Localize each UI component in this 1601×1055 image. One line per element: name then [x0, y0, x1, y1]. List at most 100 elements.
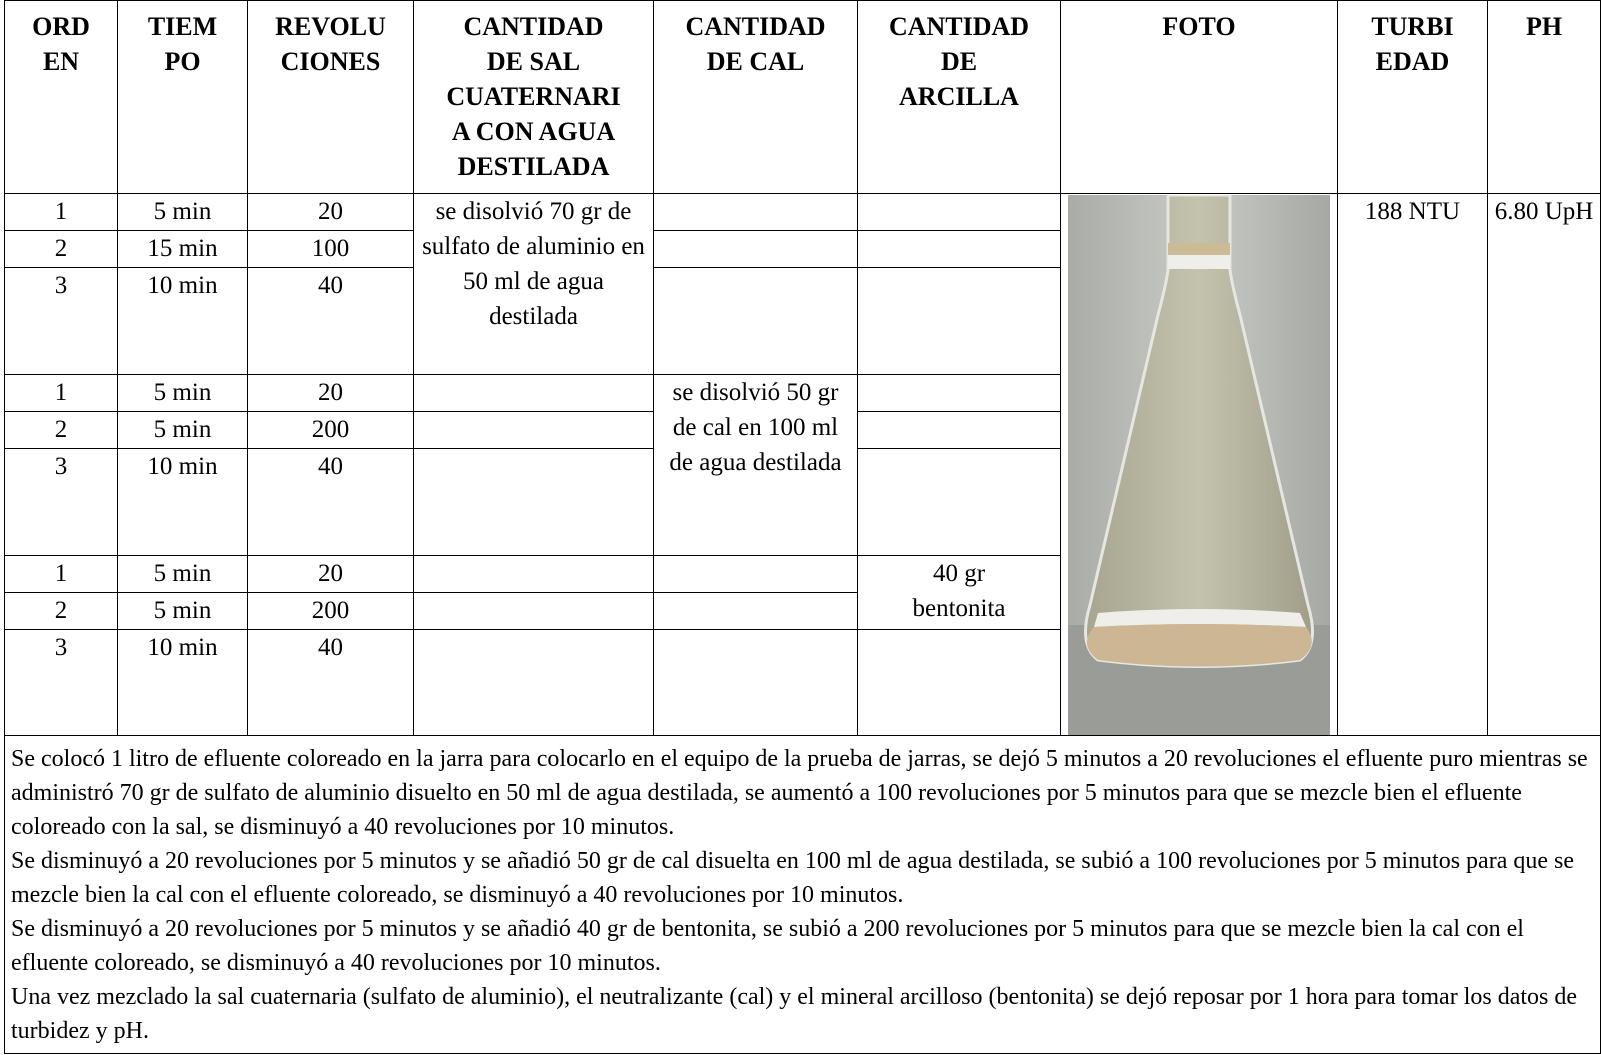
- cell: 2: [4, 592, 118, 630]
- cell: 40 gr bentonita: [857, 555, 1061, 630]
- cell: 40: [247, 629, 414, 736]
- cell: [653, 230, 858, 268]
- note-paragraph: Se disminuyó a 20 revoluciones por 5 min…: [11, 916, 1524, 976]
- cell: 3: [4, 267, 118, 375]
- cell: 3: [4, 448, 118, 556]
- header-cell: TURBI EDAD: [1337, 0, 1488, 194]
- header-cell: CANTIDAD DE ARCILLA: [857, 0, 1061, 194]
- cell: 2: [4, 230, 118, 268]
- header-line: ARCILLA: [899, 82, 1019, 111]
- header-line: EDAD: [1375, 47, 1450, 76]
- notes-row: Se colocó 1 litro de efluente coloreado …: [4, 735, 1601, 1054]
- header-row: ORD EN TIEM PO REVOLU CIONES CANTIDAD DE SAL CUA…: [4, 0, 1601, 194]
- cell: 5 min: [117, 374, 248, 412]
- row: 2 15 min 100: [4, 230, 1601, 268]
- cell: [413, 555, 654, 593]
- header-line: DE: [940, 47, 978, 76]
- header-line: TIEM: [147, 12, 218, 41]
- header-line: CANTIDAD: [888, 12, 1030, 41]
- header-line: TURBI: [1371, 12, 1454, 41]
- cell: 5 min: [117, 592, 248, 630]
- header-line: CANTIDAD: [685, 12, 826, 41]
- note-paragraph: Una vez mezclado la sal cuaternaria (sul…: [11, 984, 1578, 1044]
- cell: 20: [247, 193, 414, 231]
- cell: 200: [247, 411, 414, 449]
- cell: 200: [247, 592, 414, 630]
- cell: 40: [247, 448, 414, 556]
- header-line: EN: [42, 47, 80, 76]
- cell: 1: [4, 374, 118, 412]
- cell: [857, 448, 1061, 556]
- cell: 6.80 UpH: [1487, 193, 1601, 736]
- cell: 2: [4, 411, 118, 449]
- notes-cell: Se colocó 1 litro de efluente coloreado …: [4, 735, 1601, 1054]
- photo-cell: [1060, 193, 1338, 736]
- cell: 10 min: [117, 448, 248, 556]
- cell: [653, 555, 858, 593]
- row: 3 10 min 40: [4, 629, 1601, 736]
- cell: se disolvió 70 gr de sulfato de aluminio…: [413, 193, 654, 375]
- cell: [857, 411, 1061, 449]
- header-cell: REVOLU CIONES: [247, 0, 414, 194]
- jar-test-table: ORD EN TIEM PO REVOLU CIONES CANTIDAD DE SAL CUA…: [4, 0, 1601, 1054]
- cell: 5 min: [117, 411, 248, 449]
- cell: 3: [4, 629, 118, 736]
- cell: [653, 193, 858, 231]
- cell: [413, 592, 654, 630]
- cell: [653, 267, 858, 375]
- cell: [653, 592, 858, 630]
- cell: 40: [247, 267, 414, 375]
- cell: [857, 629, 1061, 736]
- header-line: A CON AGUA: [451, 117, 616, 146]
- cell: [413, 629, 654, 736]
- header-line: FOTO: [1162, 12, 1236, 41]
- cell: [857, 193, 1061, 231]
- cell: 10 min: [117, 267, 248, 375]
- cell: [857, 230, 1061, 268]
- header-line: DESTILADA: [457, 152, 610, 181]
- header-cell: PH: [1487, 0, 1601, 194]
- note-paragraph: Se colocó 1 litro de efluente coloreado …: [11, 746, 1588, 840]
- cell: 1: [4, 193, 118, 231]
- header-cell: ORD EN: [4, 0, 118, 194]
- header-line: PO: [164, 47, 201, 76]
- note-paragraph: Se disminuyó a 20 revoluciones por 5 min…: [11, 848, 1574, 908]
- cell: 10 min: [117, 629, 248, 736]
- header-cell: FOTO: [1060, 0, 1338, 194]
- cell: 20: [247, 374, 414, 412]
- header-cell: CANTIDAD DE SAL CUATERNARI A CON AGUA DESTIL…: [413, 0, 654, 194]
- cell: [413, 448, 654, 556]
- cell: 100: [247, 230, 414, 268]
- cell: [413, 411, 654, 449]
- cell: 1: [4, 555, 118, 593]
- header-line: DE CAL: [706, 47, 805, 76]
- cell: [857, 374, 1061, 412]
- header-line: CANTIDAD: [463, 12, 604, 41]
- flask-photo: [1068, 194, 1330, 735]
- header-line: CIONES: [280, 47, 381, 76]
- header-line: DE SAL: [486, 47, 581, 76]
- row: 3 10 min 40: [4, 267, 1601, 375]
- row: 3 10 min 40: [4, 448, 1601, 556]
- header-line: PH: [1525, 12, 1563, 41]
- cell: [413, 374, 654, 412]
- cell: [653, 629, 858, 736]
- cell: 5 min: [117, 193, 248, 231]
- header-line: CUATERNARI: [446, 82, 621, 111]
- header-cell: TIEM PO: [117, 0, 248, 194]
- cell: [857, 267, 1061, 375]
- header-line: REVOLU: [275, 12, 386, 41]
- cell: 188 NTU: [1337, 193, 1488, 736]
- cell: 5 min: [117, 555, 248, 593]
- header-line: ORD: [32, 12, 90, 41]
- cell: 20: [247, 555, 414, 593]
- cell: 15 min: [117, 230, 248, 268]
- cell: se disolvió 50 gr de cal en 100 ml de ag…: [653, 374, 858, 556]
- header-cell: CANTIDAD DE CAL: [653, 0, 858, 194]
